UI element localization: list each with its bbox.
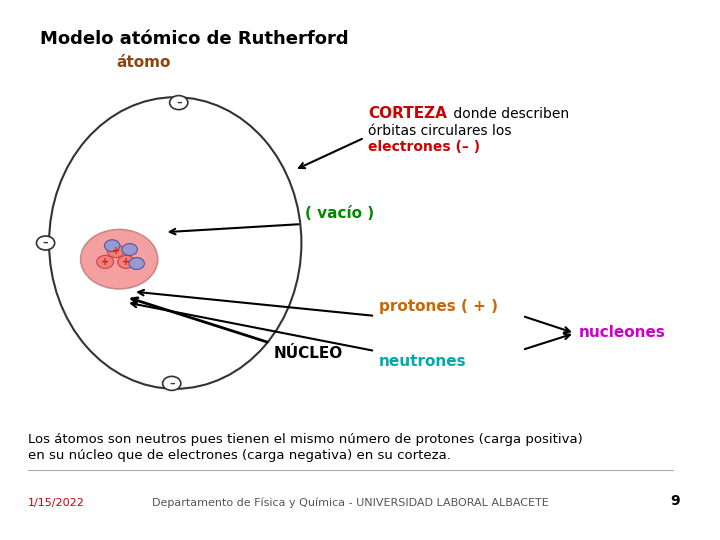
Text: protones ( + ): protones ( + ) [379, 299, 498, 314]
Text: –: – [169, 379, 174, 388]
Text: CORTEZA: CORTEZA [368, 106, 447, 122]
Circle shape [96, 255, 114, 268]
Circle shape [122, 244, 138, 255]
Text: +: + [122, 257, 130, 267]
Text: NÚCLEO: NÚCLEO [274, 346, 343, 361]
Text: donde describen: donde describen [449, 107, 569, 122]
Text: –: – [176, 98, 181, 107]
Text: 1/15/2022: 1/15/2022 [28, 497, 85, 508]
Text: átomo: átomo [117, 55, 171, 70]
Circle shape [81, 230, 158, 289]
Text: +: + [112, 246, 120, 256]
Circle shape [129, 258, 145, 269]
Circle shape [163, 376, 181, 390]
Circle shape [118, 255, 135, 268]
Circle shape [37, 236, 55, 250]
Text: electrones (– ): electrones (– ) [368, 140, 480, 154]
Text: Departamento de Física y Química - UNIVERSIDAD LABORAL ALBACETE: Departamento de Física y Química - UNIVE… [152, 497, 549, 508]
Text: +: + [101, 257, 109, 267]
Circle shape [170, 96, 188, 110]
Text: ( vacío ): ( vacío ) [305, 206, 374, 221]
Text: en su núcleo que de electrones (carga negativa) en su corteza.: en su núcleo que de electrones (carga ne… [28, 449, 451, 462]
Text: nucleones: nucleones [578, 325, 665, 340]
Text: Modelo atómico de Rutherford: Modelo atómico de Rutherford [40, 30, 348, 48]
Text: –: – [42, 238, 48, 248]
Text: Los átomos son neutros pues tienen el mismo número de protones (carga positiva): Los átomos son neutros pues tienen el mi… [28, 433, 582, 446]
Text: 9: 9 [670, 494, 680, 508]
Circle shape [107, 245, 124, 258]
Text: órbitas circulares los: órbitas circulares los [368, 124, 511, 138]
Circle shape [104, 240, 120, 252]
Text: neutrones: neutrones [379, 354, 466, 369]
